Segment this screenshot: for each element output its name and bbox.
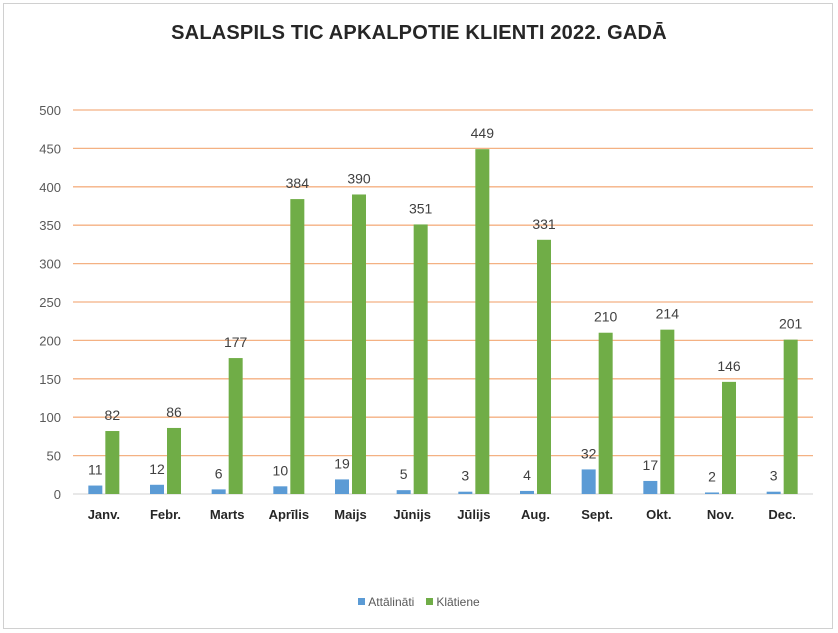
- bar-attalinati: [520, 490, 534, 494]
- data-label: 3: [770, 468, 778, 484]
- y-tick-label: 500: [39, 103, 61, 118]
- bar-klatiene: [475, 149, 490, 494]
- data-label: 19: [334, 455, 350, 471]
- x-tick-label: Janv.: [88, 507, 120, 522]
- x-tick-label: Jūlijs: [457, 507, 490, 522]
- bar-klatiene: [228, 358, 243, 494]
- data-label: 5: [400, 466, 408, 482]
- x-tick-label: Jūnijs: [393, 507, 431, 522]
- data-label: 10: [273, 462, 289, 478]
- data-label: 146: [717, 358, 741, 374]
- x-tick-label: Febr.: [150, 507, 181, 522]
- x-tick-label: Maijs: [334, 507, 367, 522]
- data-label: 2: [708, 468, 716, 484]
- bar-attalinati: [150, 484, 164, 494]
- legend-item: Klātiene: [426, 594, 480, 609]
- y-tick-label: 150: [39, 372, 61, 387]
- bar-attalinati: [766, 491, 781, 494]
- bar-klatiene: [598, 332, 613, 494]
- y-tick-label: 50: [47, 449, 61, 464]
- x-tick-label: Sept.: [581, 507, 613, 522]
- bar-klatiene: [783, 339, 798, 494]
- x-tick-label: Aprīlis: [269, 507, 309, 522]
- legend-item: Attālināti: [358, 595, 414, 609]
- data-label: 351: [409, 200, 433, 216]
- data-label: 449: [471, 125, 495, 141]
- y-tick-label: 350: [39, 218, 61, 233]
- data-label: 11: [88, 462, 103, 478]
- data-label: 214: [656, 306, 680, 322]
- bar-attalinati: [211, 489, 226, 494]
- bar-attalinati: [643, 480, 658, 494]
- legend-label: Klātiene: [436, 594, 480, 609]
- data-label: 17: [643, 457, 659, 473]
- data-label: 12: [149, 461, 165, 477]
- bar-klatiene: [537, 239, 551, 494]
- bar-klatiene: [660, 329, 675, 494]
- x-tick-label: Okt.: [646, 507, 671, 522]
- x-tick-label: Marts: [210, 507, 245, 522]
- bar-klatiene: [352, 194, 366, 495]
- bar-klatiene: [105, 431, 120, 494]
- bar-attalinati: [88, 485, 103, 494]
- y-tick-label: 0: [54, 487, 61, 502]
- bar-attalinati: [581, 469, 596, 494]
- bar-attalinati: [273, 486, 288, 494]
- bar-attalinati: [458, 491, 473, 494]
- chart-title: SALASPILS TIC APKALPOTIE KLIENTI 2022. G…: [171, 22, 667, 44]
- data-label: 32: [581, 445, 597, 461]
- data-label: 86: [166, 404, 182, 420]
- y-tick-label: 250: [39, 295, 61, 310]
- bar-klatiene: [290, 199, 305, 494]
- bar-klatiene: [167, 427, 181, 494]
- data-label: 201: [779, 316, 803, 332]
- x-tick-label: Dec.: [768, 507, 795, 522]
- data-label: 3: [461, 468, 469, 484]
- legend-label: Attālināti: [368, 594, 415, 609]
- bar-klatiene: [413, 224, 428, 494]
- data-label: 4: [523, 467, 531, 483]
- bar-attalinati: [396, 490, 411, 494]
- data-label: 390: [347, 170, 371, 186]
- x-tick-label: Aug.: [521, 507, 550, 522]
- y-tick-label: 450: [39, 141, 61, 156]
- y-tick-label: 200: [39, 333, 61, 348]
- bar-attalinati: [335, 479, 349, 494]
- legend-swatch: [358, 598, 366, 605]
- data-label: 82: [105, 407, 121, 423]
- data-label: 6: [215, 465, 223, 481]
- x-tick-label: Nov.: [707, 507, 734, 522]
- legend: Attālināti Klātiene: [0, 594, 838, 609]
- data-label: 210: [594, 309, 618, 325]
- legend-swatch: [426, 598, 434, 605]
- y-tick-label: 300: [39, 257, 61, 272]
- y-tick-label: 400: [39, 180, 61, 195]
- data-label: 331: [532, 216, 556, 232]
- y-tick-label: 100: [39, 410, 61, 425]
- data-label: 384: [286, 175, 310, 191]
- data-label: 177: [224, 334, 248, 350]
- bar-attalinati: [705, 492, 719, 494]
- bar-klatiene: [722, 381, 736, 494]
